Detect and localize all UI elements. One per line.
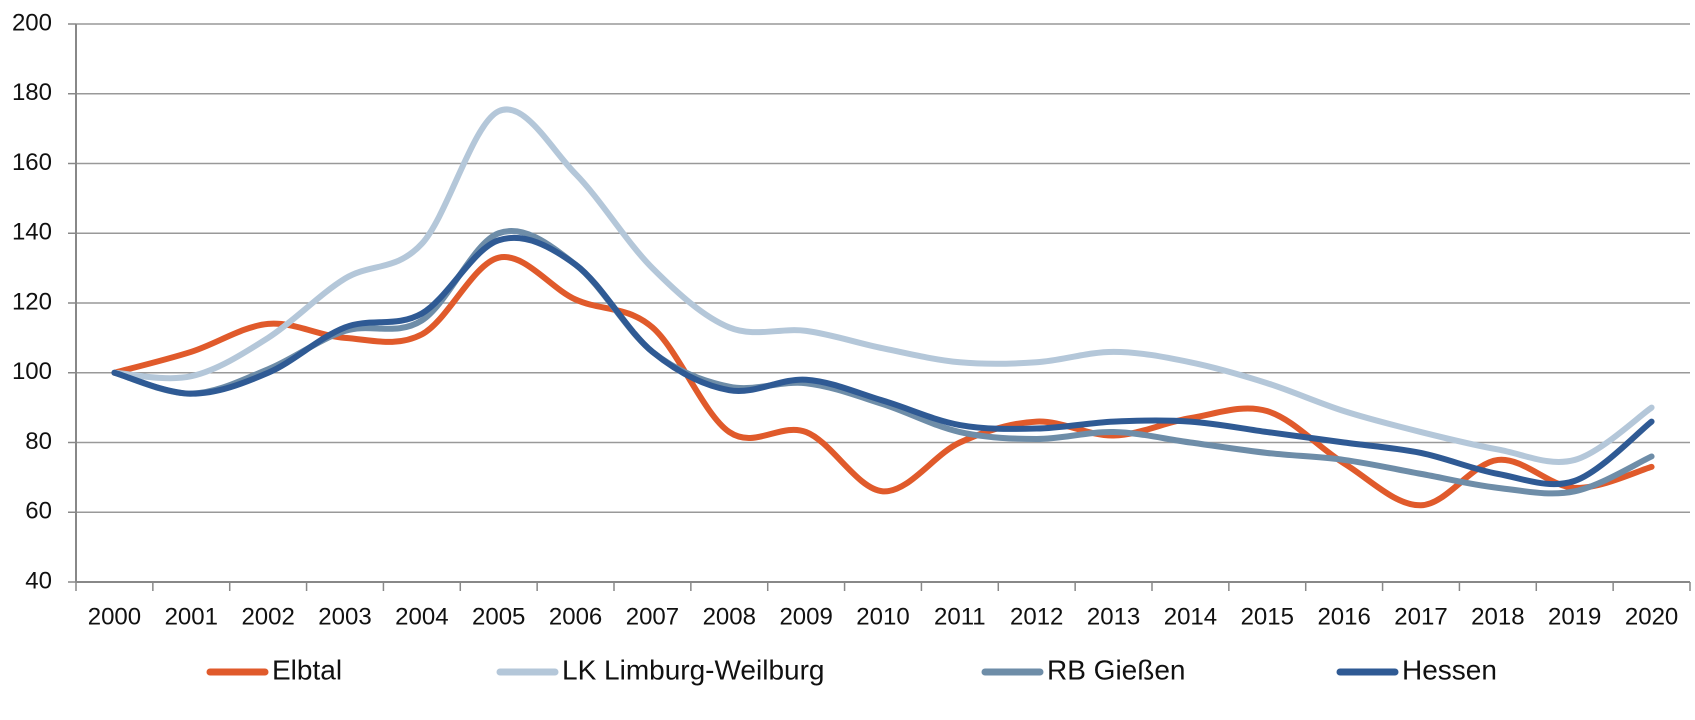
y-tick-label: 200 — [12, 9, 52, 36]
x-tick-label: 2006 — [549, 603, 602, 630]
x-tick-label: 2016 — [1317, 603, 1370, 630]
series-line — [111, 106, 1655, 465]
y-tick-label: 80 — [25, 428, 52, 455]
x-tick-label: 2000 — [88, 603, 141, 630]
y-tick-label: 60 — [25, 498, 52, 525]
x-tick-label: 2001 — [165, 603, 218, 630]
series-line — [111, 234, 1655, 488]
series-line — [111, 228, 1655, 497]
x-tick-label: 2007 — [626, 603, 679, 630]
series-line — [111, 254, 1655, 509]
legend-label: Elbtal — [272, 654, 342, 685]
legend-label: Hessen — [1402, 654, 1497, 685]
x-tick-label: 2008 — [703, 603, 756, 630]
y-tick-label: 140 — [12, 219, 52, 246]
x-tick-label: 2011 — [934, 603, 986, 630]
x-tick-label: 2020 — [1625, 603, 1678, 630]
y-tick-label: 40 — [25, 567, 52, 594]
x-tick-label: 2009 — [779, 603, 832, 630]
y-tick-label: 160 — [12, 149, 52, 176]
x-tick-label: 2015 — [1241, 603, 1294, 630]
y-tick-label: 120 — [12, 288, 52, 315]
x-tick-label: 2013 — [1087, 603, 1140, 630]
x-tick-label: 2019 — [1548, 603, 1601, 630]
y-tick-label: 180 — [12, 79, 52, 106]
x-tick-label: 2017 — [1394, 603, 1447, 630]
x-tick-label: 2002 — [241, 603, 294, 630]
legend-label: LK Limburg-Weilburg — [562, 654, 825, 685]
legend-label: RB Gießen — [1047, 654, 1186, 685]
x-tick-label: 2005 — [472, 603, 525, 630]
x-tick-label: 2018 — [1471, 603, 1524, 630]
legend: Elbtal LK Limburg-Weilburg RB Gießen Hessen — [206, 654, 1497, 685]
x-tick-label: 2012 — [1010, 603, 1063, 630]
x-tick-label: 2003 — [318, 603, 371, 630]
x-tick-label: 2004 — [395, 603, 448, 630]
y-tick-label: 100 — [12, 358, 52, 385]
x-tick-label: 2010 — [856, 603, 909, 630]
x-tick-label: 2014 — [1164, 603, 1217, 630]
